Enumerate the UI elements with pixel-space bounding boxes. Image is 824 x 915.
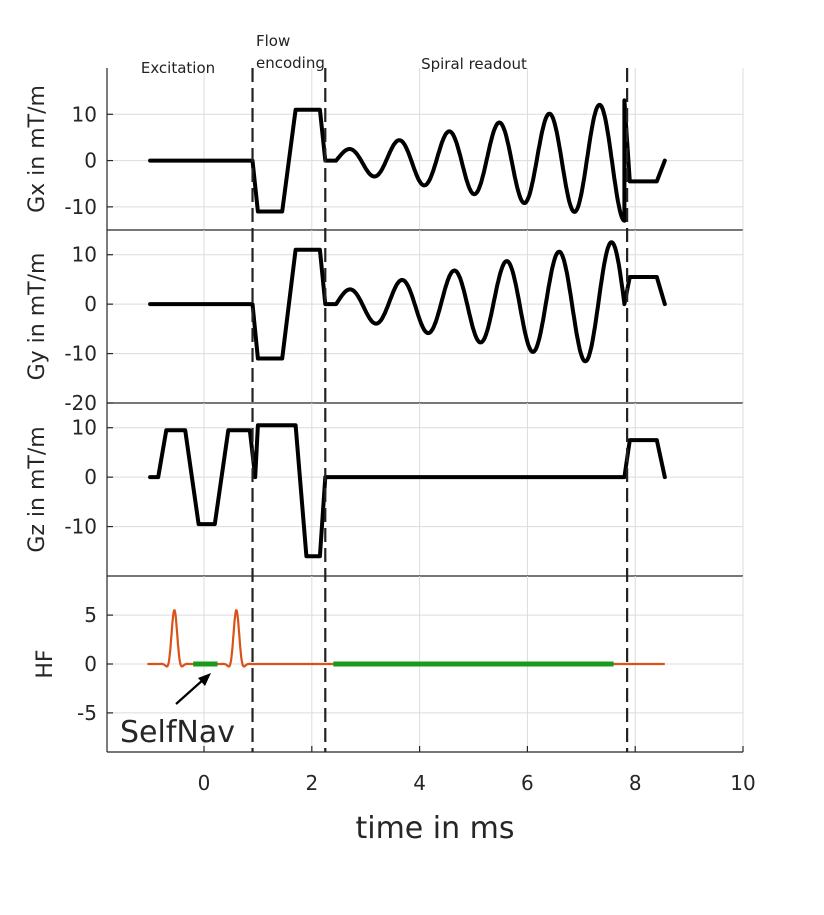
panel-hf: -5 0 5 HF	[33, 576, 744, 752]
y-tick-label: 10	[72, 102, 97, 126]
phase-labels: Excitation Flow encoding Spiral readout	[141, 32, 527, 77]
x-axis-label: time in ms	[355, 811, 514, 846]
y-tick-label: 5	[84, 603, 97, 627]
x-axis: 0 2 4 6 8 10	[107, 746, 756, 795]
x-tick-label: 6	[521, 771, 534, 795]
x-tick-label: 4	[413, 771, 426, 795]
y-tick-label: 0	[84, 149, 97, 173]
y-tick-label: 0	[84, 652, 97, 676]
panel-gy: -20 -10 0 10 Gy in mT/m	[25, 230, 744, 415]
panels-layer: -10 0 10 Gx in mT/m -20 -10 0 10 Gy in mT/m -10 0 1…	[25, 68, 744, 752]
selfnav-arrow-shaft	[175, 678, 205, 705]
phase-label-line: Flow	[256, 32, 290, 50]
selfnav-label: SelfNav	[120, 715, 235, 750]
y-tick-label: 0	[84, 465, 97, 489]
series-gz	[148, 423, 667, 559]
y-tick-label: -5	[77, 701, 97, 725]
series-gy	[148, 240, 667, 364]
x-tick-label: 10	[730, 771, 755, 795]
phase-label-line: Excitation	[141, 59, 215, 77]
series-rf	[147, 608, 665, 668]
y-tick-label: 10	[72, 416, 97, 440]
phase-label-line: encoding	[256, 54, 325, 72]
selfnav-arrow-head	[198, 673, 211, 686]
y-axis-label-hf: HF	[33, 649, 58, 678]
y-axis-label-gx: Gx in mT/m	[25, 85, 50, 213]
phase-label: Flow encoding	[256, 32, 325, 72]
y-tick-label: 0	[84, 292, 97, 316]
phase-label-line: Spiral readout	[421, 55, 527, 73]
y-axis-label-gy: Gy in mT/m	[25, 253, 50, 381]
y-tick-label: -20	[64, 391, 97, 415]
x-tick-label: 2	[305, 771, 318, 795]
panel-gx: -10 0 10 Gx in mT/m	[25, 68, 744, 231]
x-tick-label: 0	[198, 771, 211, 795]
series-gx	[148, 98, 667, 223]
y-tick-label: -10	[64, 195, 97, 219]
selfnav-annotation: SelfNav	[120, 673, 235, 750]
x-tick-label: 8	[629, 771, 642, 795]
y-tick-label: 10	[72, 243, 97, 267]
y-tick-label: -10	[64, 342, 97, 366]
phase-boundary-lines	[251, 68, 629, 752]
panel-gz: -10 0 10 Gz in mT/m	[25, 403, 744, 577]
y-axis-label-gz: Gz in mT/m	[25, 426, 50, 552]
y-tick-label: -10	[64, 515, 97, 539]
phase-label: Excitation	[141, 59, 215, 77]
phase-label: Spiral readout	[421, 55, 527, 73]
